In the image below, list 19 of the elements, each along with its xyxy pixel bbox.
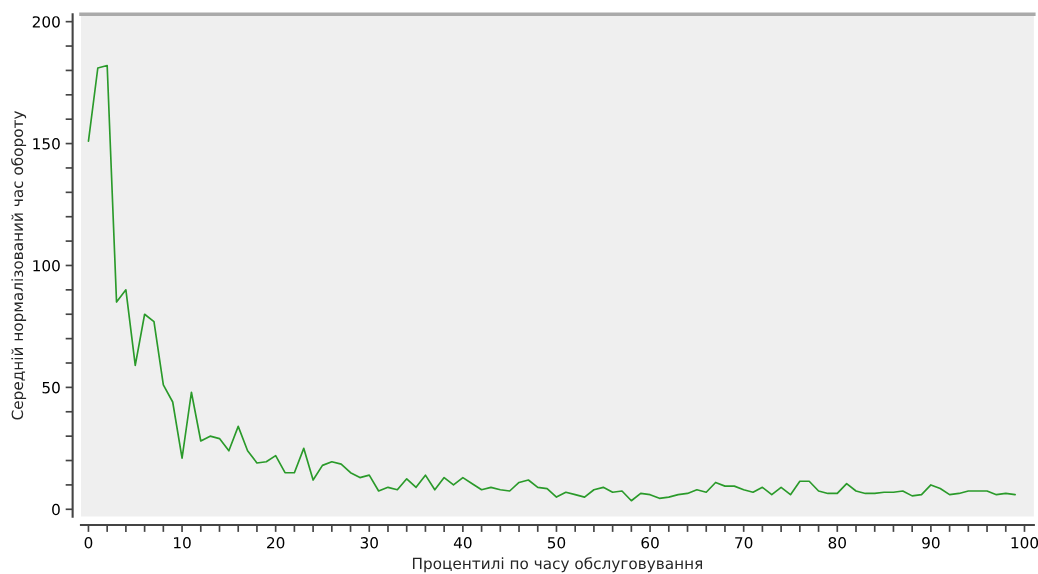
x-tick-label: 20 xyxy=(267,537,285,549)
y-axis-title: Середній нормалізований час обороту xyxy=(11,110,27,420)
x-axis-title: Процентилі по часу обслуговування xyxy=(412,557,703,573)
y-tick-label: 0 xyxy=(52,503,60,516)
x-tick-label: 30 xyxy=(360,537,378,549)
x-tick-label: 100 xyxy=(1011,537,1038,549)
x-tick-label: 80 xyxy=(828,537,846,549)
x-tick-label: 90 xyxy=(922,537,940,549)
x-tick-label: 70 xyxy=(735,537,753,549)
y-tick-label: 200 xyxy=(32,16,60,28)
x-tick-label: 10 xyxy=(174,537,191,549)
x-tick-label: 40 xyxy=(453,537,472,549)
y-tick-label: 100 xyxy=(33,259,60,272)
line-series xyxy=(87,64,1016,502)
y-tick-label: 50 xyxy=(42,381,60,394)
x-tick-label: 0 xyxy=(84,537,93,549)
x-tick-label: 60 xyxy=(641,537,659,549)
x-tick-label: 50 xyxy=(547,537,566,549)
y-tick-label: 150 xyxy=(33,138,60,150)
